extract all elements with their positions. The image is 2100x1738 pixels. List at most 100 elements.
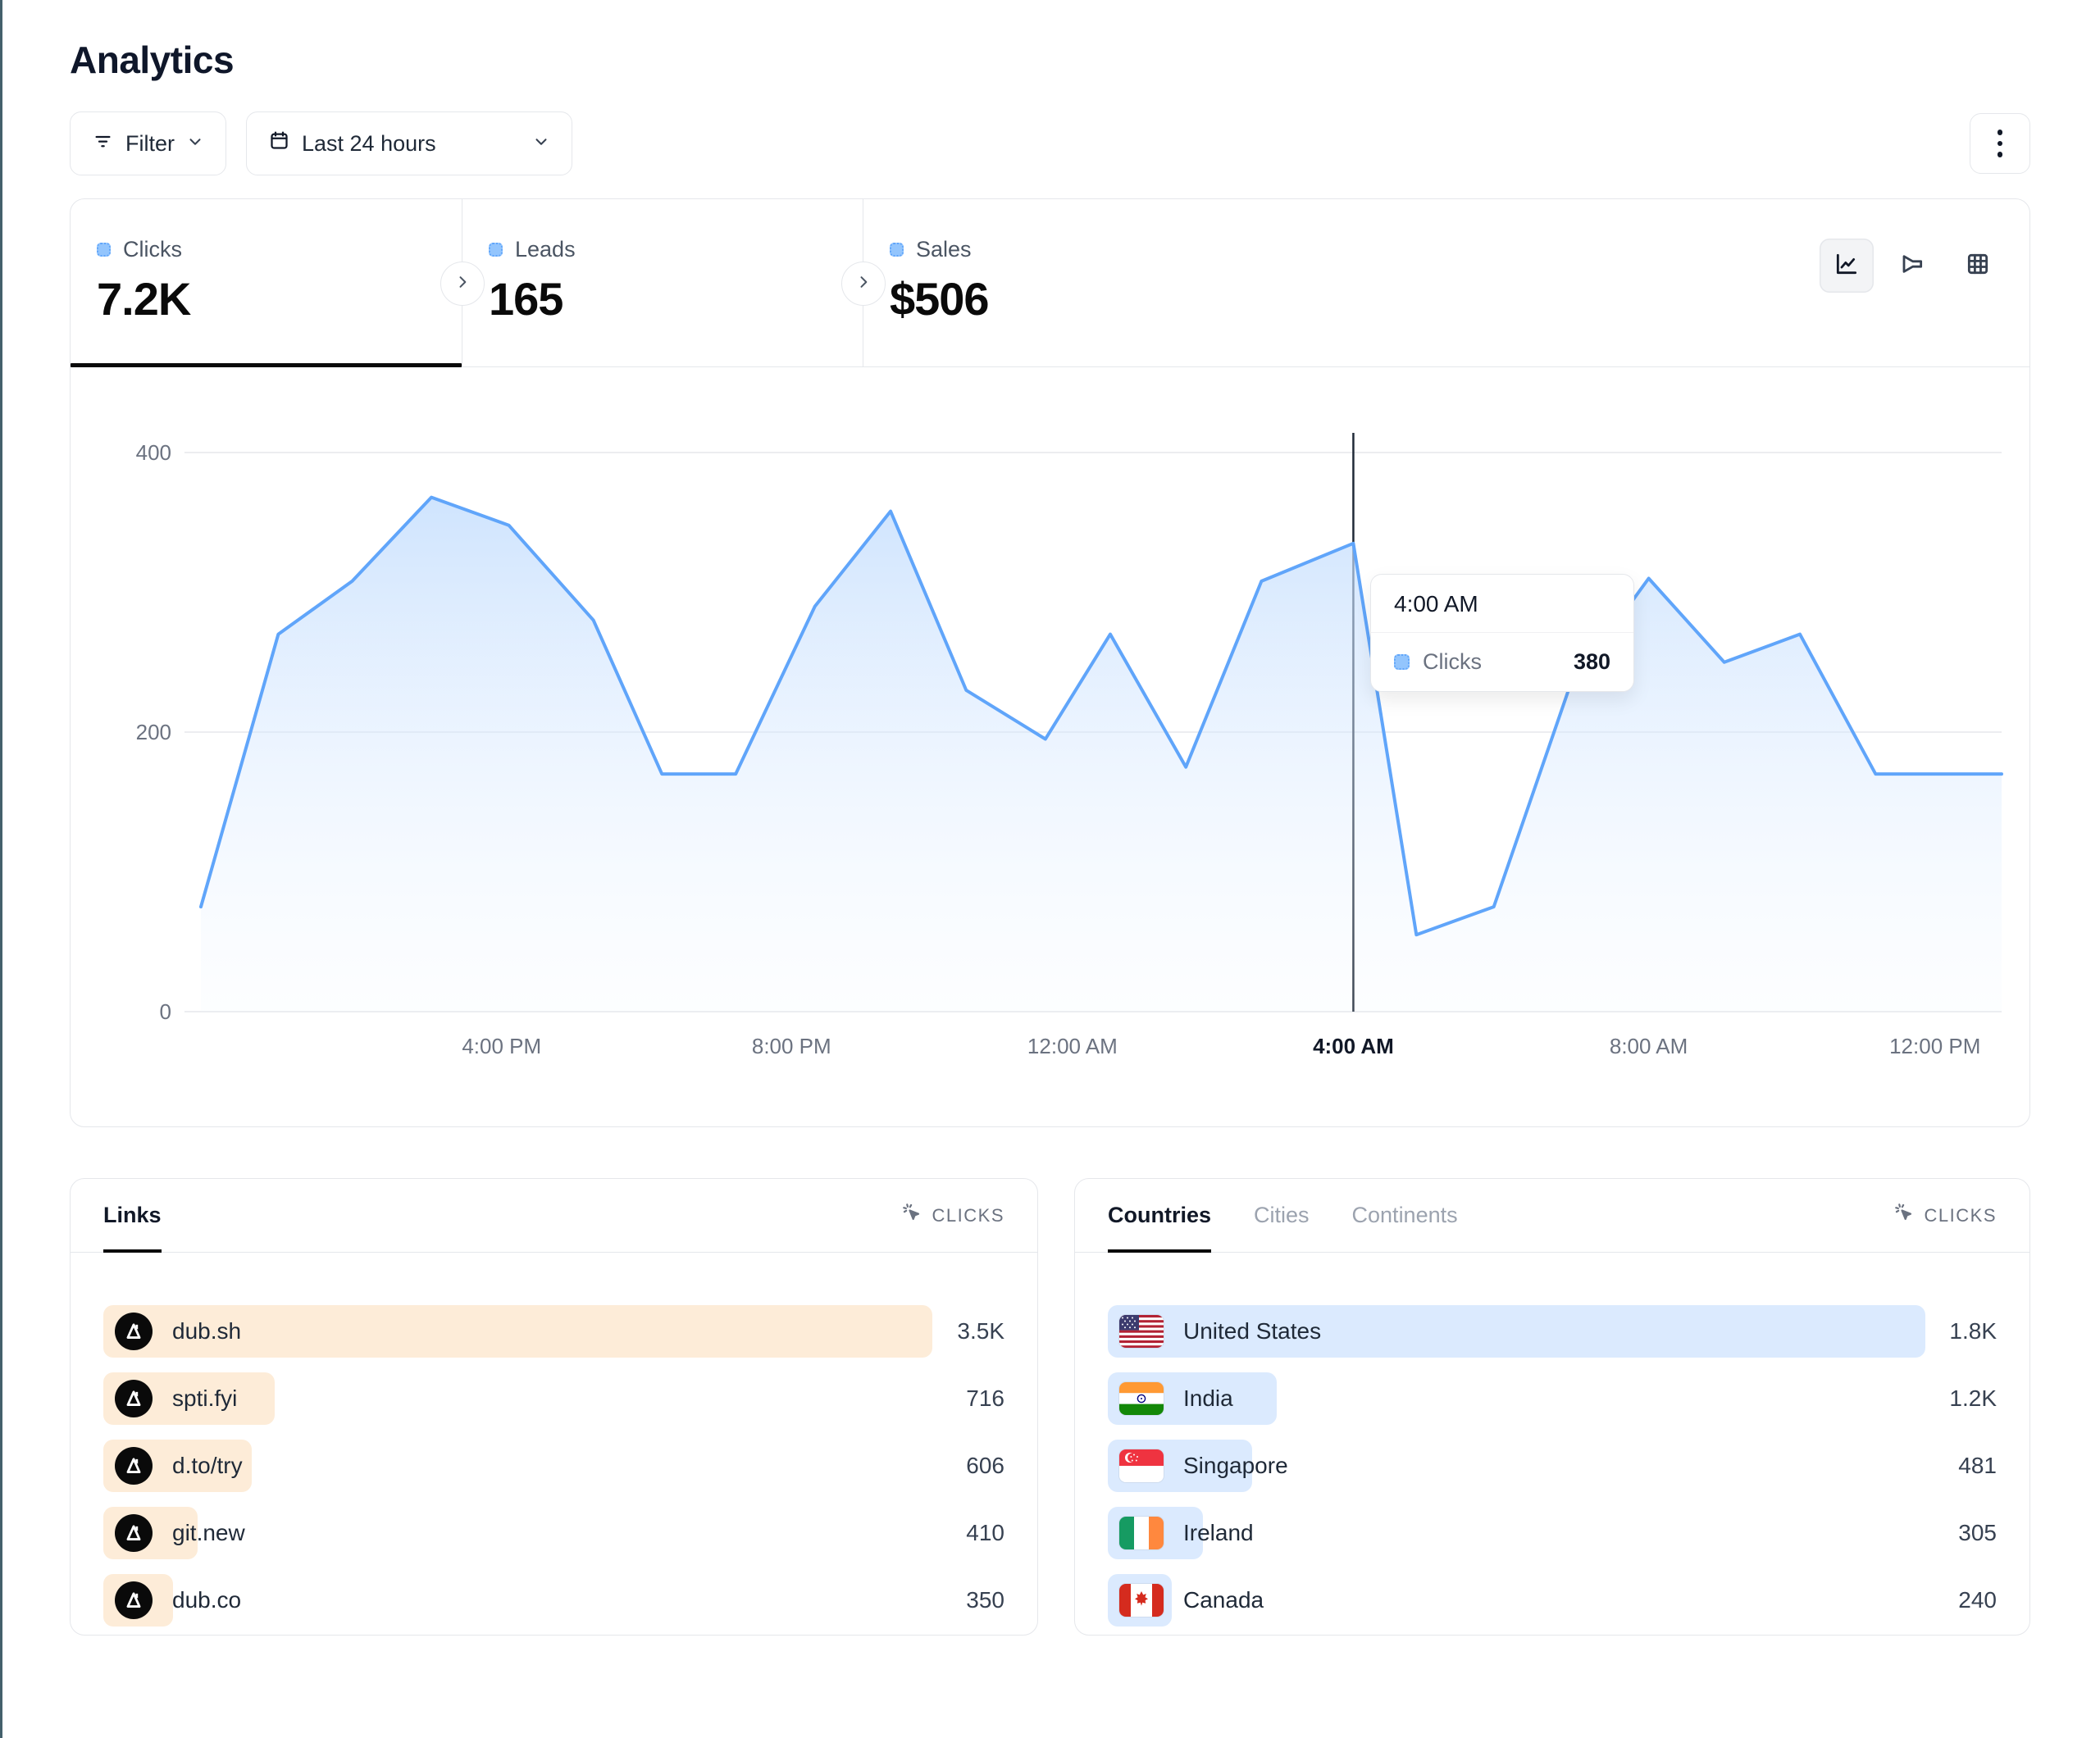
tab-sales[interactable]: Sales $506 bbox=[863, 199, 2029, 366]
date-range-label: Last 24 hours bbox=[302, 130, 436, 156]
tab-cities[interactable]: Cities bbox=[1254, 1203, 1310, 1227]
tab-leads[interactable]: Leads 165 bbox=[462, 199, 863, 366]
analytics-card: Clicks 7.2K Leads 165 Sales $506 bbox=[70, 198, 2030, 1127]
table-grid-icon bbox=[1965, 251, 1991, 281]
countries-panel: Countries Cities Continents CLICKS bbox=[1074, 1178, 2030, 1636]
tab-clicks[interactable]: Clicks 7.2K bbox=[71, 199, 462, 367]
item-value: 1.2K bbox=[1949, 1385, 1997, 1411]
links-metric-selector[interactable]: CLICKS bbox=[901, 1202, 1004, 1230]
stat-value: $506 bbox=[890, 273, 990, 325]
item-name: United States bbox=[1183, 1318, 1322, 1344]
clicks-series-line bbox=[199, 495, 2003, 937]
singapore-flag-icon bbox=[1119, 1449, 1164, 1482]
tooltip-time: 4:00 AM bbox=[1371, 575, 1633, 633]
us-flag-icon bbox=[1119, 1315, 1164, 1348]
expand-leads-button[interactable] bbox=[841, 262, 886, 306]
tooltip-value: 380 bbox=[1573, 649, 1610, 674]
line-chart-icon bbox=[1834, 251, 1860, 281]
sales-legend-icon bbox=[890, 243, 904, 257]
stat-value: 7.2K bbox=[97, 273, 191, 325]
list-item[interactable]: spti.fyi 716 bbox=[103, 1372, 1004, 1425]
list-item[interactable]: git.new 410 bbox=[103, 1507, 1004, 1559]
clicks-area-chart[interactable]: 400 200 0 4:00 PM 8:00 PM 12:00 AM 4:00 AM 8:00… bbox=[71, 367, 2031, 1128]
countries-metric-label: CLICKS bbox=[1924, 1204, 1997, 1226]
item-value: 305 bbox=[1958, 1520, 1997, 1545]
item-value: 3.5K bbox=[957, 1318, 1004, 1344]
stat-value: 165 bbox=[489, 273, 563, 325]
dub-logo-icon bbox=[115, 1313, 153, 1350]
tooltip-series-label: Clicks bbox=[1423, 649, 1482, 674]
item-name: git.new bbox=[172, 1520, 245, 1545]
chart-tooltip: 4:00 AM Clicks 380 bbox=[1370, 574, 1634, 692]
item-name: India bbox=[1183, 1385, 1233, 1411]
cursor-click-icon bbox=[901, 1202, 924, 1230]
line-chart-view-button[interactable] bbox=[1820, 239, 1874, 293]
item-name: dub.co bbox=[172, 1587, 242, 1613]
chevron-down-icon bbox=[532, 131, 550, 157]
list-item[interactable]: Canada 240 bbox=[1108, 1574, 1997, 1627]
item-value: 716 bbox=[966, 1385, 1004, 1411]
clicks-legend-icon bbox=[1394, 654, 1410, 670]
table-view-button[interactable] bbox=[1951, 239, 2005, 293]
kebab-menu-icon bbox=[1997, 130, 2003, 157]
value-bar bbox=[103, 1305, 933, 1358]
dub-logo-icon bbox=[115, 1447, 153, 1485]
item-name: Singapore bbox=[1183, 1453, 1288, 1478]
canada-flag-icon bbox=[1119, 1584, 1164, 1617]
list-item[interactable]: Ireland 305 bbox=[1108, 1507, 1997, 1559]
item-name: d.to/try bbox=[172, 1453, 243, 1478]
list-item[interactable]: dub.sh 3.5K bbox=[103, 1305, 1004, 1358]
x-axis-tick: 8:00 PM bbox=[752, 1034, 831, 1058]
stat-label: Leads bbox=[515, 237, 576, 262]
x-axis-tick: 4:00 AM bbox=[1313, 1034, 1394, 1058]
item-value: 240 bbox=[1958, 1587, 1997, 1613]
y-axis-tick: 0 bbox=[160, 999, 171, 1024]
expand-clicks-button[interactable] bbox=[440, 262, 485, 306]
list-item[interactable]: United States 1.8K bbox=[1108, 1305, 1997, 1358]
chart-type-switcher bbox=[1820, 239, 2005, 293]
item-value: 481 bbox=[1958, 1453, 1997, 1478]
dub-logo-icon bbox=[115, 1380, 153, 1417]
funnel-chart-view-button[interactable] bbox=[1885, 239, 1939, 293]
ireland-flag-icon bbox=[1119, 1517, 1164, 1549]
india-flag-icon bbox=[1119, 1382, 1164, 1415]
tab-countries[interactable]: Countries bbox=[1108, 1179, 1212, 1253]
page-title: Analytics bbox=[70, 39, 235, 81]
funnel-chart-icon bbox=[1899, 251, 1925, 281]
clicks-legend-icon bbox=[97, 243, 111, 257]
dub-logo-icon bbox=[115, 1581, 153, 1619]
toolbar: Filter Last 24 hours bbox=[70, 111, 2030, 175]
filter-lines-icon bbox=[92, 130, 114, 157]
tab-continents[interactable]: Continents bbox=[1351, 1203, 1458, 1227]
chart-canvas: 400 200 0 4:00 PM 8:00 PM 12:00 AM 4:00 AM 8:00… bbox=[136, 433, 2003, 1058]
value-bar bbox=[1108, 1305, 1926, 1358]
stat-label: Sales bbox=[916, 237, 972, 262]
item-name: dub.sh bbox=[172, 1318, 242, 1344]
date-range-button[interactable]: Last 24 hours bbox=[246, 111, 572, 175]
list-item[interactable]: dub.co 350 bbox=[103, 1574, 1004, 1627]
y-axis-tick: 200 bbox=[136, 720, 171, 744]
list-item[interactable]: Singapore 481 bbox=[1108, 1440, 1997, 1492]
list-item[interactable]: India 1.2K bbox=[1108, 1372, 1997, 1425]
filter-button[interactable]: Filter bbox=[70, 111, 226, 175]
links-metric-label: CLICKS bbox=[932, 1204, 1004, 1226]
more-options-button[interactable] bbox=[1970, 113, 2030, 174]
list-item[interactable]: d.to/try 606 bbox=[103, 1440, 1004, 1492]
item-value: 1.8K bbox=[1949, 1318, 1997, 1344]
stats-tabs: Clicks 7.2K Leads 165 Sales $506 bbox=[71, 199, 2029, 367]
chevron-right-icon bbox=[855, 274, 872, 294]
chevron-down-icon bbox=[186, 131, 204, 157]
leads-legend-icon bbox=[489, 243, 503, 257]
tab-links[interactable]: Links bbox=[103, 1179, 162, 1253]
links-panel: Links CLICKS dub.sh 3. bbox=[70, 1178, 1038, 1636]
calendar-icon bbox=[268, 130, 290, 157]
item-name: spti.fyi bbox=[172, 1385, 238, 1411]
item-value: 410 bbox=[966, 1520, 1004, 1545]
countries-metric-selector[interactable]: CLICKS bbox=[1893, 1202, 1997, 1230]
x-axis-tick: 12:00 PM bbox=[1889, 1034, 1980, 1058]
item-name: Canada bbox=[1183, 1587, 1264, 1613]
x-axis-tick: 8:00 AM bbox=[1610, 1034, 1688, 1058]
x-axis-tick: 12:00 AM bbox=[1027, 1034, 1118, 1058]
y-axis-tick: 400 bbox=[136, 440, 171, 465]
item-name: Ireland bbox=[1183, 1520, 1254, 1545]
